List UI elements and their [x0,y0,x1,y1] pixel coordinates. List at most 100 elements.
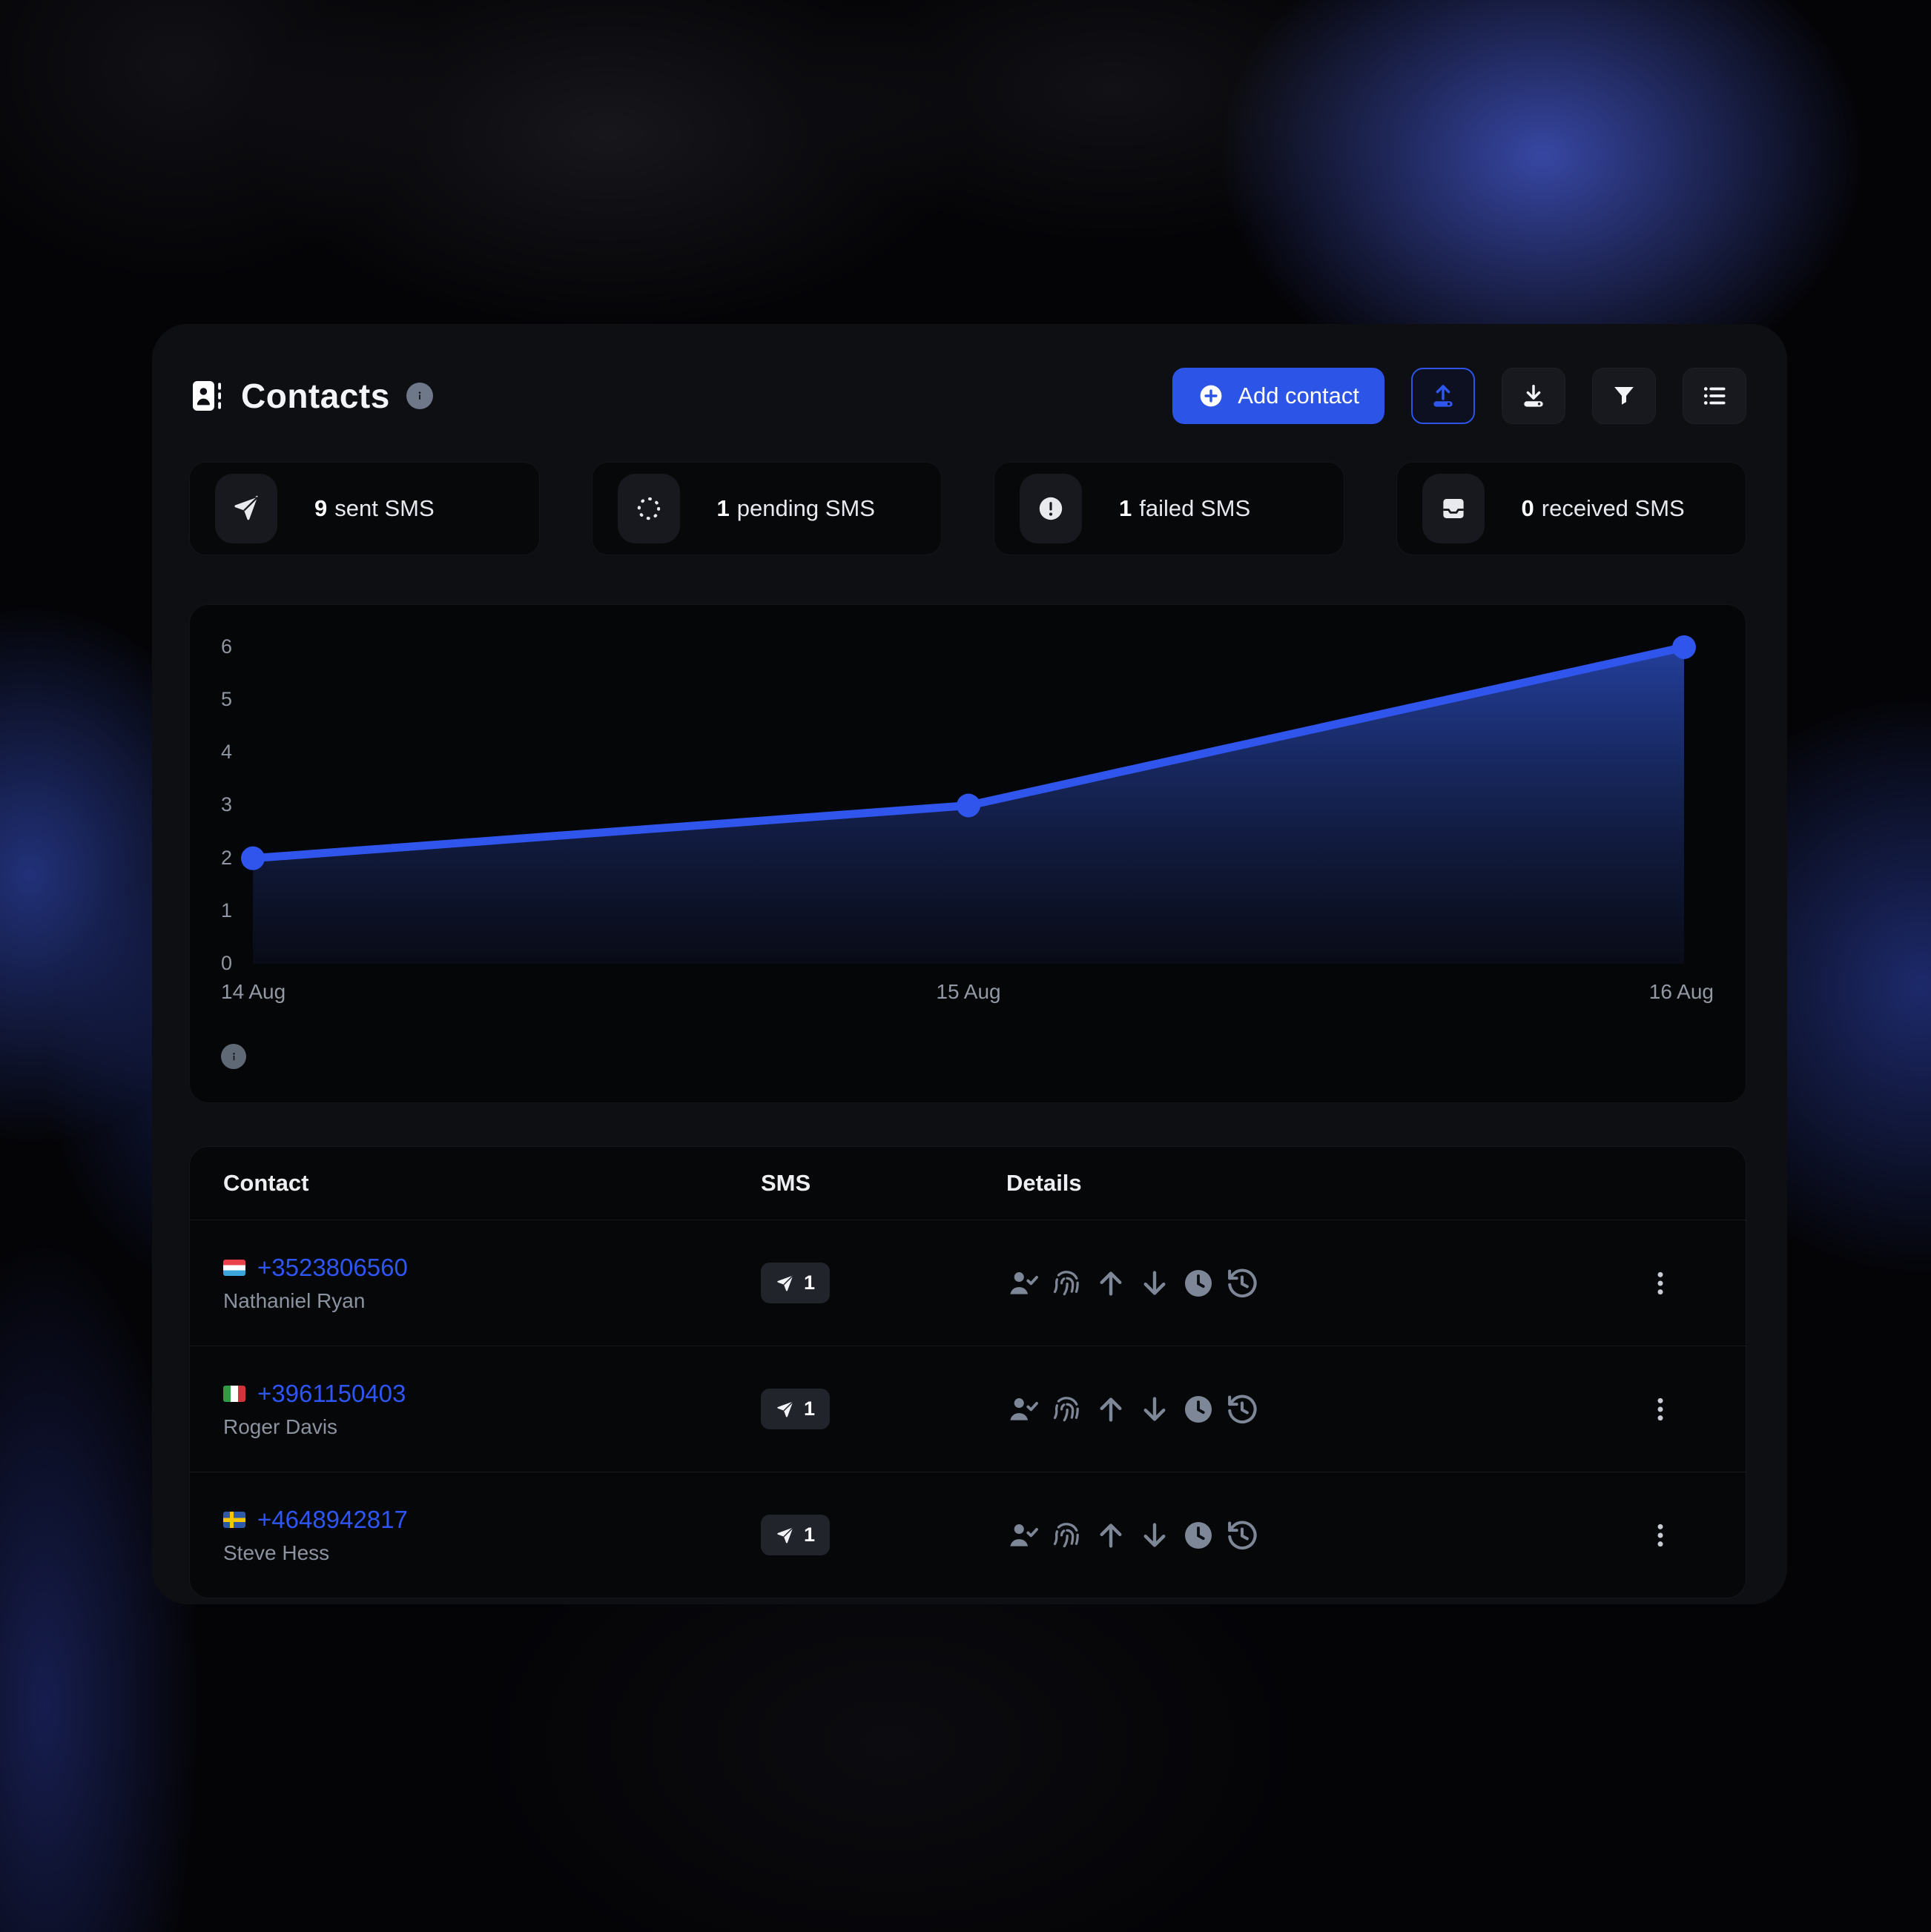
y-axis-tick-label: 4 [221,741,233,764]
download-icon [1524,384,1543,407]
send-icon [777,1400,793,1417]
y-axis-tick-label: 3 [221,793,233,816]
send-icon [777,1526,793,1543]
list-view-button[interactable] [1683,368,1746,424]
y-axis-tick-label: 1 [221,899,233,922]
sms-cell: 1 [761,1515,1006,1555]
y-axis-tick-label: 0 [221,952,233,974]
filter-button[interactable] [1592,368,1656,424]
column-header-contact: Contact [223,1170,309,1196]
arrow-down-icon[interactable] [1138,1518,1172,1552]
sms-cell: 1 [761,1389,1006,1429]
loader-icon [617,474,680,543]
arrow-up-icon[interactable] [1094,1392,1128,1426]
country-flag-sweden [223,1511,245,1528]
import-contacts-button[interactable] [1411,368,1475,424]
history-icon[interactable] [1225,1392,1259,1426]
details-cell [1006,1266,1612,1300]
sms-count-badge: 1 [761,1263,831,1303]
stat-value: 1 [1119,495,1132,521]
stat-label: pending SMS [736,495,875,521]
stat-text: 1 failed SMS [1119,495,1250,522]
arrow-down-icon[interactable] [1138,1266,1172,1300]
sms-count: 1 [804,1524,816,1546]
sms-activity-chart-card: 6 5 4 3 2 1 0 14 Aug 15 Aug 16 Aug [189,604,1746,1103]
stat-label: failed SMS [1139,495,1251,521]
user-check-icon[interactable] [1006,1392,1040,1426]
row-menu-button[interactable] [1643,1518,1677,1552]
add-contact-label: Add contact [1238,383,1359,408]
row-menu-button[interactable] [1643,1266,1677,1300]
contact-card-icon [193,381,221,411]
page-header: Contacts Add contact [189,367,1746,425]
arrow-up-icon[interactable] [1094,1266,1128,1300]
y-axis-tick-label: 6 [221,635,233,658]
user-check-icon[interactable] [1006,1266,1040,1300]
user-check-icon[interactable] [1006,1518,1040,1552]
arrow-down-icon[interactable] [1138,1392,1172,1426]
upload-icon [1433,385,1453,407]
inbox-icon [1422,474,1485,543]
arrow-up-icon[interactable] [1094,1518,1128,1552]
alert-icon [1020,474,1082,543]
fingerprint-icon[interactable] [1050,1266,1084,1300]
chart-point [1672,635,1696,659]
list-icon [1703,387,1726,405]
stat-card-sent: 9 sent SMS [189,462,540,555]
phone-link[interactable]: +4648942817 [257,1505,408,1533]
y-axis-tick-label: 5 [221,688,233,711]
history-icon[interactable] [1225,1518,1259,1552]
details-cell [1006,1392,1612,1426]
fingerprint-icon[interactable] [1050,1392,1084,1426]
filter-icon [1614,387,1634,405]
country-flag-luxembourg [223,1259,245,1276]
x-axis-tick-label: 16 Aug [1648,980,1714,1003]
x-axis-tick-label: 14 Aug [221,980,286,1003]
stat-value: 0 [1521,495,1534,521]
sms-count-badge: 1 [761,1515,831,1555]
stat-text: 9 sent SMS [314,495,435,522]
clock-icon[interactable] [1181,1266,1215,1300]
title-group: Contacts [189,376,433,416]
country-flag-italy [223,1385,245,1402]
sms-count: 1 [804,1397,816,1420]
contacts-table: Contact SMS Details +3523806560 Nathanie… [189,1146,1746,1598]
history-icon[interactable] [1225,1266,1259,1300]
column-header-sms: SMS [761,1170,811,1196]
phone-link[interactable]: +3961150403 [257,1379,406,1407]
header-actions: Add contact [1172,368,1746,424]
table-header: Contact SMS Details [190,1147,1746,1220]
column-header-details: Details [1006,1170,1082,1196]
stat-value: 9 [314,495,328,521]
stat-label: sent SMS [334,495,435,521]
send-icon [215,474,277,543]
phone-link[interactable]: +3523806560 [257,1253,408,1281]
contact-cell: +3523806560 Nathaniel Ryan [223,1254,761,1313]
sms-count-badge: 1 [761,1389,831,1429]
fingerprint-icon[interactable] [1050,1518,1084,1552]
clock-icon[interactable] [1181,1518,1215,1552]
sms-count: 1 [804,1271,816,1294]
sms-cell: 1 [761,1263,1006,1303]
send-icon [777,1274,793,1291]
contact-name: Steve Hess [223,1541,330,1564]
row-menu-button[interactable] [1643,1392,1677,1426]
table-row: +3961150403 Roger Davis 1 [190,1346,1746,1472]
contact-cell: +4648942817 Steve Hess [223,1506,761,1565]
stat-text: 1 pending SMS [717,495,875,522]
page-title: Contacts [241,377,390,415]
table-row: +4648942817 Steve Hess 1 [190,1472,1746,1598]
page-info-icon[interactable] [406,383,433,409]
add-contact-button[interactable]: Add contact [1172,368,1384,424]
export-contacts-button[interactable] [1502,368,1565,424]
clock-icon[interactable] [1181,1392,1215,1426]
chart-info-icon[interactable] [221,1044,246,1069]
stat-card-pending: 1 pending SMS [591,462,942,555]
chart-point [241,846,265,870]
sms-area-chart [241,635,1696,964]
contact-name: Roger Davis [223,1415,338,1438]
stat-card-failed: 1 failed SMS [994,462,1344,555]
x-axis-tick-label: 15 Aug [936,980,1001,1003]
table-row: +3523806560 Nathaniel Ryan 1 [190,1220,1746,1346]
y-axis-tick-label: 2 [221,846,233,869]
